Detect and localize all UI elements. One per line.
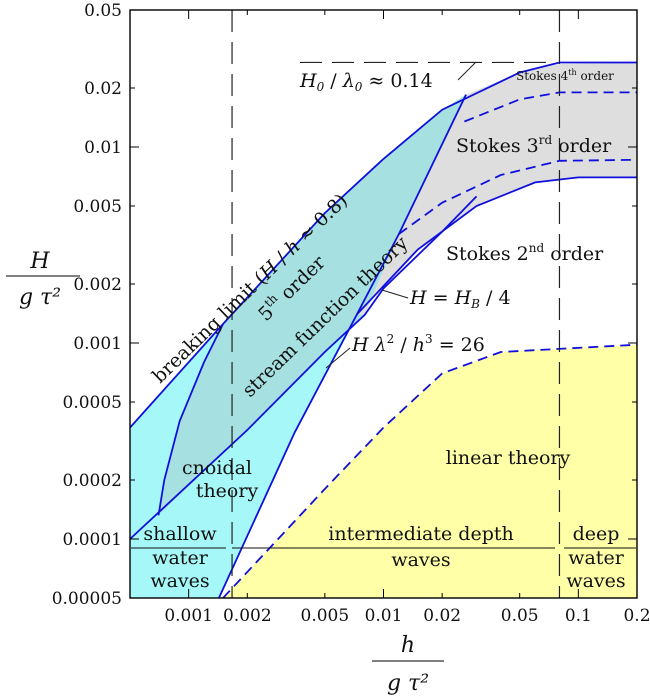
leader-h-hb4: [381, 289, 409, 299]
y-tick-label: 0.0005: [63, 393, 122, 413]
annotation-cnoidal-1: cnoidal: [182, 457, 252, 479]
y-tick-label: 0.002: [73, 275, 122, 295]
curve-stokes-3rd-limit: [398, 158, 638, 235]
annotation-h0-lambda0: H0 / λ0 ≈ 0.14: [299, 70, 433, 94]
ylabel-numerator: H: [29, 249, 50, 274]
curves: [129, 10, 638, 599]
curve-h-hb4: [129, 195, 478, 540]
region-stream-function: [158, 94, 466, 516]
x-tick-label: 0.1: [565, 606, 592, 626]
annotation-deep-3: waves: [566, 570, 625, 592]
annotation-stokes-3rd: Stokes 3rd order: [456, 133, 612, 157]
curve-cnoidal-limit: [157, 323, 224, 516]
curve-breaking-limit: [129, 61, 637, 429]
annotation-linear-theory: linear theory: [446, 447, 571, 469]
annotation-shallow-1: shallow: [143, 523, 217, 545]
ylabel-denominator: g τ²: [19, 285, 61, 310]
leader-ursell: [325, 347, 351, 369]
x-tick-label: 0.01: [365, 606, 403, 626]
annotation-deep-1: deep: [573, 523, 620, 545]
annotation-h-hb4: H = HB / 4: [409, 287, 511, 311]
curve-linear-limit: [222, 343, 638, 599]
leader-h0: [457, 61, 477, 81]
y-tick-label: 0.02: [84, 79, 122, 99]
axis-ticks: 0.001 0.002 0.005 0.01 0.02 0.05 0.1 0.2 0.00005…: [52, 1, 650, 626]
annotation-shallow-3: waves: [150, 570, 209, 592]
annotation-intermediate-2: waves: [391, 549, 450, 571]
y-tick-label: 0.0001: [63, 530, 122, 550]
annotation-shallow-2: water: [152, 547, 208, 569]
region-linear: [218, 344, 637, 598]
annotation-deep-2: water: [568, 547, 624, 569]
y-tick-label: 0.0002: [63, 471, 122, 491]
y-tick-label: 0.005: [73, 197, 122, 217]
x-tick-label: 0.002: [223, 606, 272, 626]
region-stokes: [356, 62, 637, 315]
x-tick-label: 0.05: [501, 606, 539, 626]
annotation-cnoidal-2: theory: [196, 480, 259, 502]
xlabel-numerator: h: [401, 633, 415, 658]
curve-ursell: [218, 94, 467, 599]
annotation-intermediate-1: intermediate depth: [328, 523, 513, 545]
x-tick-label: 0.001: [164, 606, 213, 626]
x-tick-label: 0.02: [423, 606, 461, 626]
xlabel-denominator: g τ²: [387, 671, 429, 696]
y-tick-label: 0.05: [84, 1, 122, 21]
region-fills: [130, 62, 637, 598]
annotation-stokes-2nd: Stokes 2nd order: [446, 241, 604, 265]
annotation-ursell: H λ2 / h3 = 26: [351, 332, 485, 356]
annotation-stokes-4th: Stokes 4th order: [516, 68, 614, 83]
curve-stokes-2nd-limit: [356, 176, 637, 316]
y-tick-label: 0.01: [84, 138, 122, 158]
x-tick-label: 0.2: [623, 606, 650, 626]
x-tick-label: 0.005: [301, 606, 350, 626]
y-tick-label: 0.00005: [52, 589, 122, 609]
y-tick-label: 0.001: [73, 334, 122, 354]
